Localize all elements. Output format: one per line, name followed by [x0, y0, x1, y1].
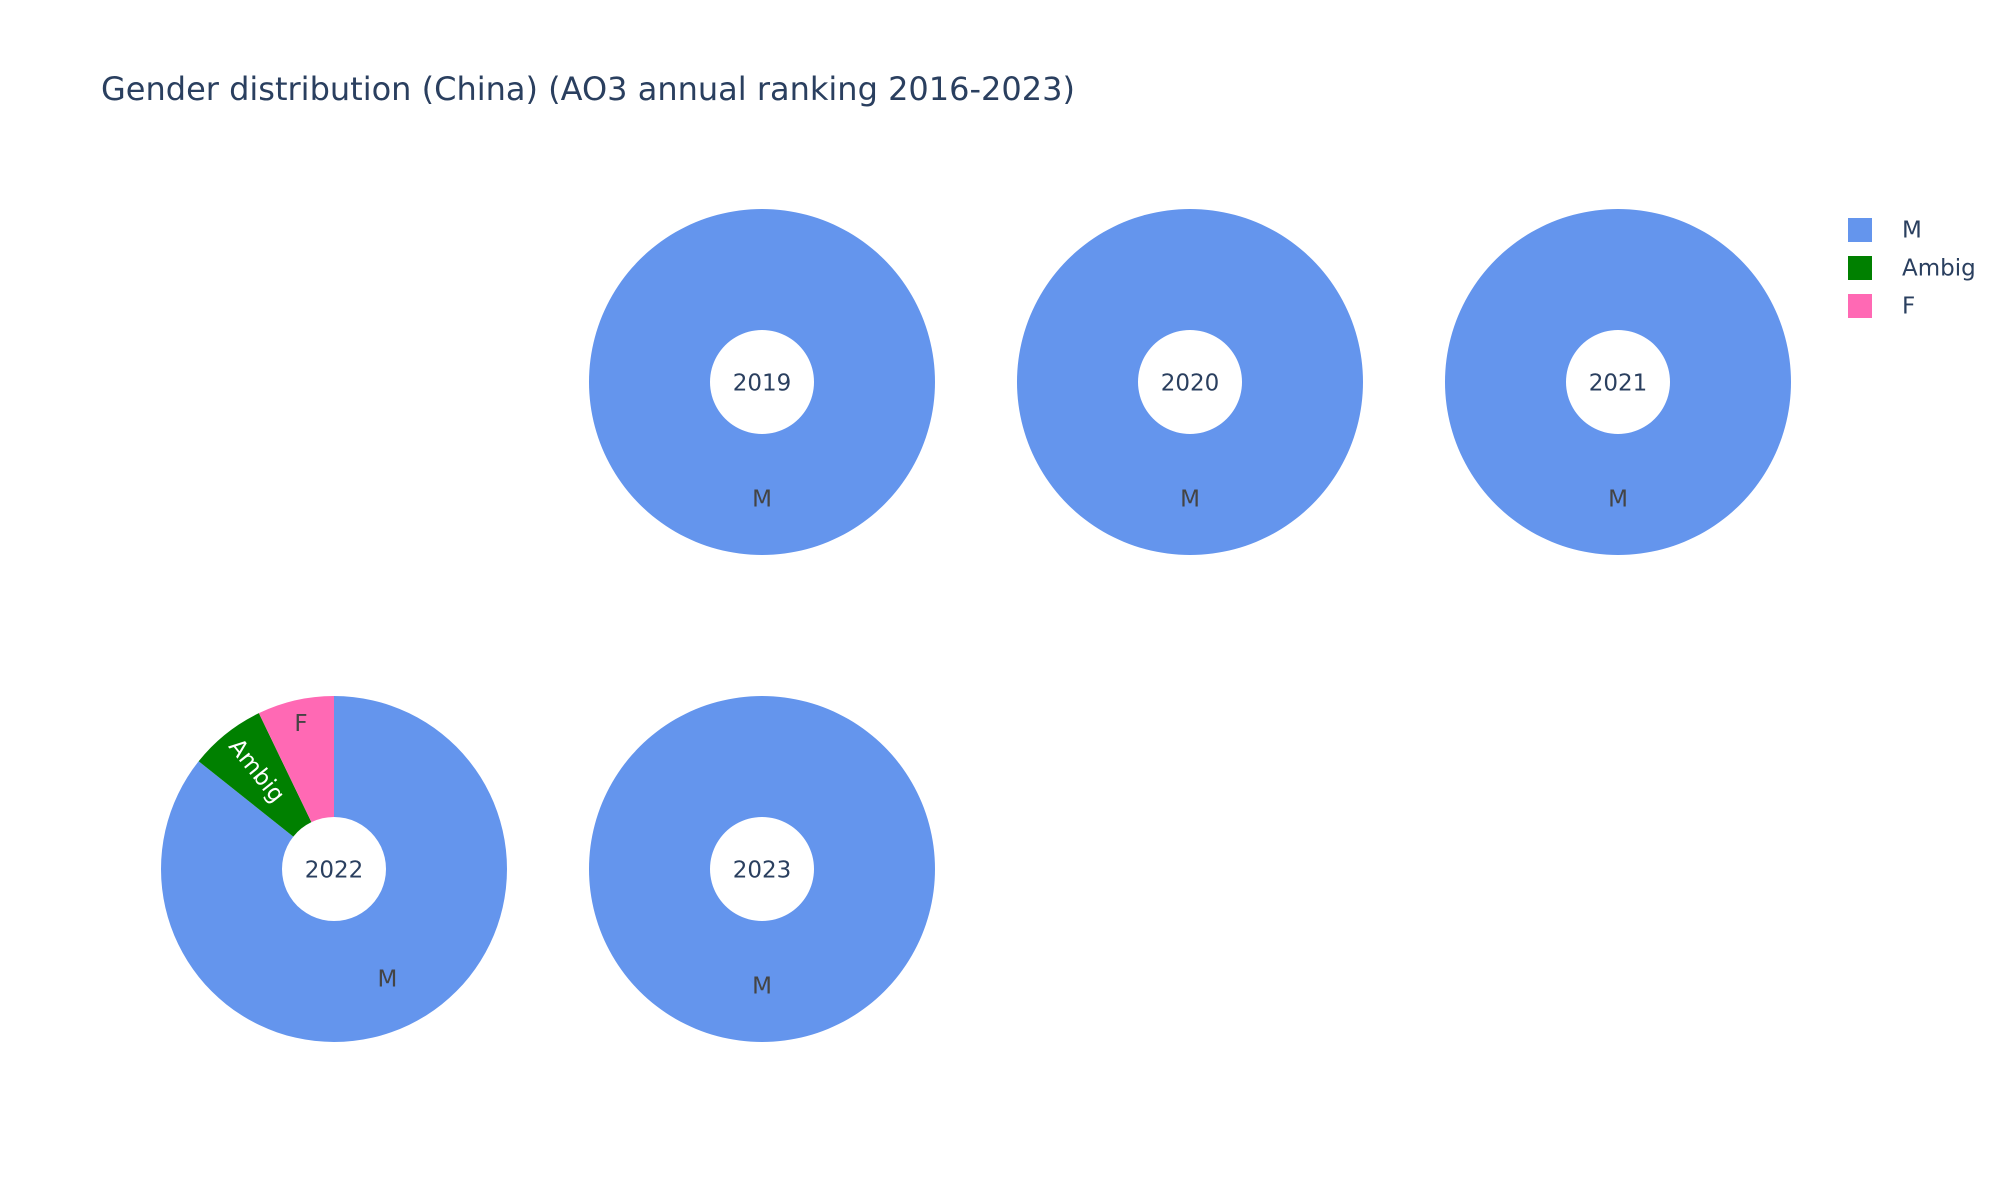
- pie-2021: M 2021: [1444, 209, 1791, 555]
- pie-2023: M 2023: [588, 696, 935, 1042]
- slice-label: M: [752, 974, 772, 1000]
- legend-swatch: [1848, 294, 1872, 318]
- legend-item-f[interactable]: F: [1848, 294, 1915, 320]
- pie-slice-m[interactable]: [588, 696, 935, 1042]
- pie-center-year: 2023: [733, 858, 792, 884]
- legend-label: Ambig: [1902, 256, 1976, 282]
- legend-label: M: [1902, 218, 1922, 244]
- pie-slice-m[interactable]: [588, 209, 935, 555]
- slice-label: M: [1180, 487, 1200, 513]
- slice-label-m: M: [377, 966, 397, 992]
- legend-swatch: [1848, 218, 1872, 242]
- pie-slice-f[interactable]: [258, 696, 334, 823]
- chart-title: Gender distribution (China) (AO3 annual …: [101, 70, 1075, 108]
- pie-slice-ambig[interactable]: [198, 713, 312, 837]
- slice-label: M: [1608, 487, 1628, 513]
- pie-2019: M 2019: [588, 209, 935, 555]
- pie-center-year: 2021: [1589, 371, 1648, 397]
- pie-slice-m[interactable]: [1016, 209, 1363, 555]
- pie-center-year: 2019: [733, 371, 792, 397]
- pie-center-year: 2020: [1161, 371, 1220, 397]
- legend-item-m[interactable]: M: [1848, 218, 1922, 244]
- legend[interactable]: M Ambig F: [1848, 218, 1976, 320]
- pie-slice-m[interactable]: [1444, 209, 1791, 555]
- slice-label: M: [752, 487, 772, 513]
- pie-center-year: 2022: [305, 858, 364, 884]
- slice-label-f: F: [294, 711, 307, 737]
- legend-item-ambig[interactable]: Ambig: [1848, 256, 1976, 282]
- legend-label: F: [1902, 294, 1915, 320]
- pie-2020: M 2020: [1016, 209, 1363, 555]
- legend-swatch: [1848, 256, 1872, 280]
- pie-slice-m[interactable]: [161, 695, 507, 1042]
